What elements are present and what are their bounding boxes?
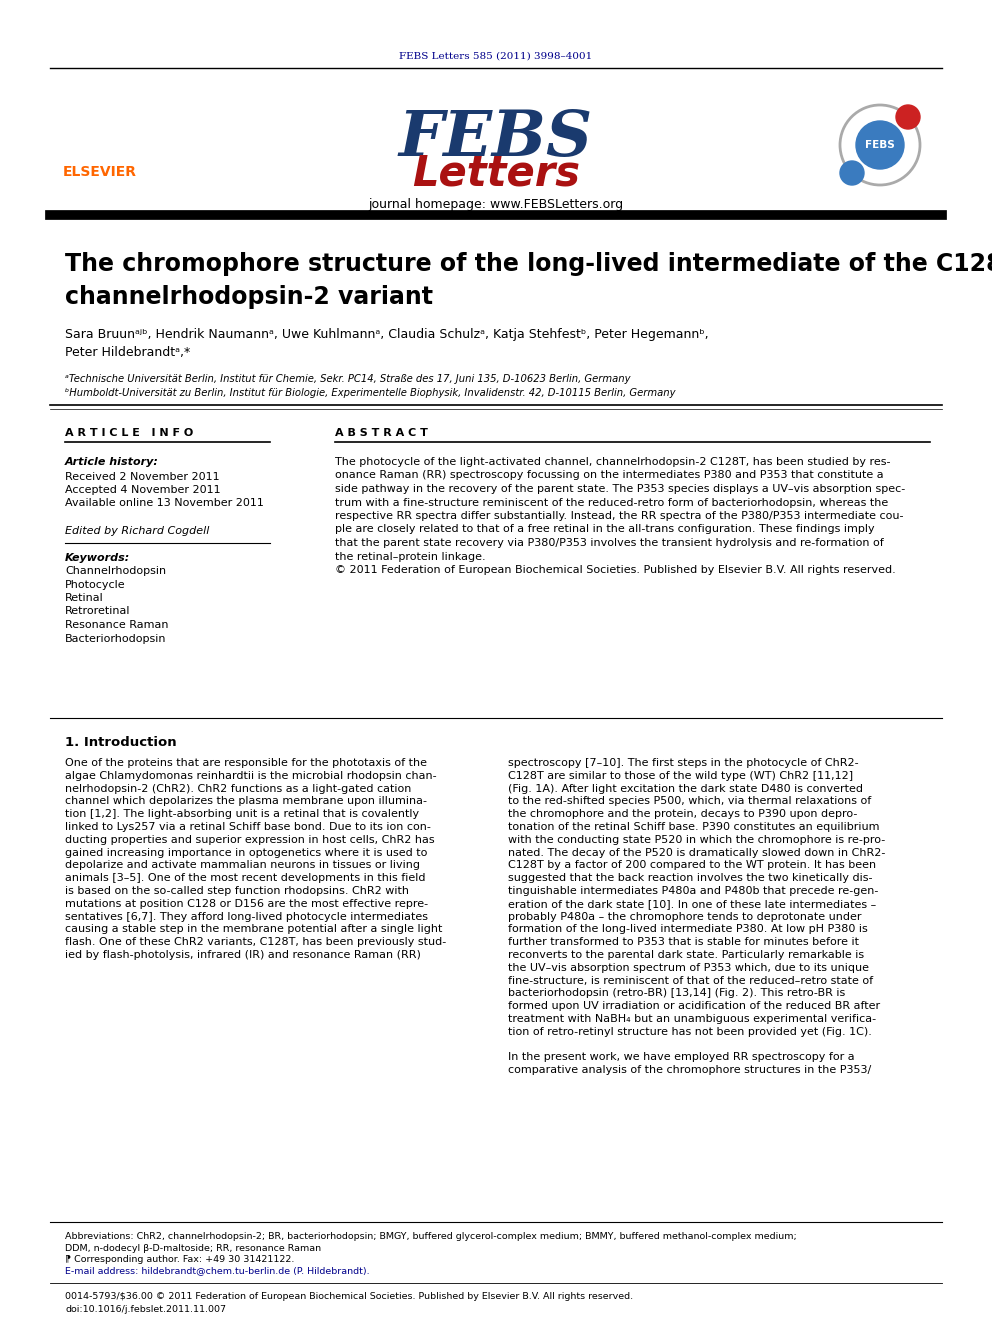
Text: 0014-5793/$36.00 © 2011 Federation of European Biochemical Societies. Published : 0014-5793/$36.00 © 2011 Federation of Eu… <box>65 1293 633 1301</box>
Text: Bacteriorhodopsin: Bacteriorhodopsin <box>65 634 167 643</box>
Circle shape <box>840 161 864 185</box>
Text: ᵃTechnische Universität Berlin, Institut für Chemie, Sekr. PC14, Straße des 17, : ᵃTechnische Universität Berlin, Institut… <box>65 374 631 384</box>
Text: (Fig. 1A). After light excitation the dark state D480 is converted: (Fig. 1A). After light excitation the da… <box>508 783 863 794</box>
Text: to the red-shifted species P500, which, via thermal relaxations of: to the red-shifted species P500, which, … <box>508 796 871 807</box>
Text: tion of retro-retinyl structure has not been provided yet (Fig. 1C).: tion of retro-retinyl structure has not … <box>508 1027 872 1037</box>
Text: probably P480a – the chromophore tends to deprotonate under: probably P480a – the chromophore tends t… <box>508 912 861 922</box>
Text: the chromophore and the protein, decays to P390 upon depro-: the chromophore and the protein, decays … <box>508 810 857 819</box>
Text: ELSEVIER: ELSEVIER <box>63 165 137 179</box>
Text: linked to Lys257 via a retinal Schiff base bond. Due to its ion con-: linked to Lys257 via a retinal Schiff ba… <box>65 822 431 832</box>
Text: suggested that the back reaction involves the two kinetically dis-: suggested that the back reaction involve… <box>508 873 873 884</box>
Text: Sara Bruunᵃʲᵇ, Hendrik Naumannᵃ, Uwe Kuhlmannᵃ, Claudia Schulzᵃ, Katja Stehfestᵇ: Sara Bruunᵃʲᵇ, Hendrik Naumannᵃ, Uwe Kuh… <box>65 328 708 341</box>
Text: C128T are similar to those of the wild type (WT) ChR2 [11,12]: C128T are similar to those of the wild t… <box>508 771 853 781</box>
Text: DDM, n-dodecyl β-D-maltoside; RR, resonance Raman: DDM, n-dodecyl β-D-maltoside; RR, resona… <box>65 1244 321 1253</box>
Text: Channelrhodopsin: Channelrhodopsin <box>65 566 166 576</box>
Text: algae Chlamydomonas reinhardtii is the microbial rhodopsin chan-: algae Chlamydomonas reinhardtii is the m… <box>65 771 436 781</box>
Text: the retinal–protein linkage.: the retinal–protein linkage. <box>335 552 486 561</box>
Text: Keywords:: Keywords: <box>65 553 130 564</box>
Text: channel which depolarizes the plasma membrane upon illumina-: channel which depolarizes the plasma mem… <box>65 796 427 807</box>
Text: nelrhodopsin-2 (ChR2). ChR2 functions as a light-gated cation: nelrhodopsin-2 (ChR2). ChR2 functions as… <box>65 783 412 794</box>
Text: sentatives [6,7]. They afford long-lived photocycle intermediates: sentatives [6,7]. They afford long-lived… <box>65 912 428 922</box>
Text: trum with a fine-structure reminiscent of the reduced-retro form of bacteriorhod: trum with a fine-structure reminiscent o… <box>335 497 888 508</box>
Text: depolarize and activate mammalian neurons in tissues or living: depolarize and activate mammalian neuron… <box>65 860 420 871</box>
Text: tinguishable intermediates P480a and P480b that precede re-gen-: tinguishable intermediates P480a and P48… <box>508 886 878 896</box>
Text: Letters: Letters <box>412 152 580 194</box>
Text: E-mail address: hildebrandt@chem.tu-berlin.de (P. Hildebrandt).: E-mail address: hildebrandt@chem.tu-berl… <box>65 1266 370 1275</box>
Text: mutations at position C128 or D156 are the most effective repre-: mutations at position C128 or D156 are t… <box>65 898 429 909</box>
Text: doi:10.1016/j.febslet.2011.11.007: doi:10.1016/j.febslet.2011.11.007 <box>65 1304 226 1314</box>
Text: bacteriorhodopsin (retro-BR) [13,14] (Fig. 2). This retro-BR is: bacteriorhodopsin (retro-BR) [13,14] (Fi… <box>508 988 845 999</box>
Text: ied by flash-photolysis, infrared (IR) and resonance Raman (RR): ied by flash-photolysis, infrared (IR) a… <box>65 950 421 960</box>
Circle shape <box>896 105 920 130</box>
Text: that the parent state recovery via P380/P353 involves the transient hydrolysis a: that the parent state recovery via P380/… <box>335 538 884 548</box>
Text: Accepted 4 November 2011: Accepted 4 November 2011 <box>65 486 220 495</box>
Text: nated. The decay of the P520 is dramatically slowed down in ChR2-: nated. The decay of the P520 is dramatic… <box>508 848 886 857</box>
Text: Photocycle: Photocycle <box>65 579 126 590</box>
Text: further transformed to P353 that is stable for minutes before it: further transformed to P353 that is stab… <box>508 937 859 947</box>
Text: Received 2 November 2011: Received 2 November 2011 <box>65 472 219 482</box>
Text: FEBS: FEBS <box>865 140 895 149</box>
Text: journal homepage: www.FEBSLetters.org: journal homepage: www.FEBSLetters.org <box>368 198 624 210</box>
Text: Retroretinal: Retroretinal <box>65 606 131 617</box>
Text: the UV–vis absorption spectrum of P353 which, due to its unique: the UV–vis absorption spectrum of P353 w… <box>508 963 869 972</box>
Text: Available online 13 November 2011: Available online 13 November 2011 <box>65 497 264 508</box>
Text: tion [1,2]. The light-absorbing unit is a retinal that is covalently: tion [1,2]. The light-absorbing unit is … <box>65 810 420 819</box>
Text: reconverts to the parental dark state. Particularly remarkable is: reconverts to the parental dark state. P… <box>508 950 864 960</box>
Text: Retinal: Retinal <box>65 593 104 603</box>
Text: eration of the dark state [10]. In one of these late intermediates –: eration of the dark state [10]. In one o… <box>508 898 876 909</box>
Text: tonation of the retinal Schiff base. P390 constitutes an equilibrium: tonation of the retinal Schiff base. P39… <box>508 822 880 832</box>
Text: formed upon UV irradiation or acidification of the reduced BR after: formed upon UV irradiation or acidificat… <box>508 1002 880 1011</box>
Text: ⁋ Corresponding author. Fax: +49 30 31421122.: ⁋ Corresponding author. Fax: +49 30 3142… <box>65 1256 295 1263</box>
Text: comparative analysis of the chromophore structures in the P353/: comparative analysis of the chromophore … <box>508 1065 871 1076</box>
Text: A R T I C L E   I N F O: A R T I C L E I N F O <box>65 429 193 438</box>
Text: © 2011 Federation of European Biochemical Societies. Published by Elsevier B.V. : © 2011 Federation of European Biochemica… <box>335 565 896 576</box>
Text: formation of the long-lived intermediate P380. At low pH P380 is: formation of the long-lived intermediate… <box>508 925 868 934</box>
Text: channelrhodopsin-2 variant: channelrhodopsin-2 variant <box>65 284 433 310</box>
Text: ᵇHumboldt-Universität zu Berlin, Institut für Biologie, Experimentelle Biophysik: ᵇHumboldt-Universität zu Berlin, Institu… <box>65 388 676 398</box>
Text: gained increasing importance in optogenetics where it is used to: gained increasing importance in optogene… <box>65 848 428 857</box>
Text: side pathway in the recovery of the parent state. The P353 species displays a UV: side pathway in the recovery of the pare… <box>335 484 906 493</box>
Text: Edited by Richard Cogdell: Edited by Richard Cogdell <box>65 527 209 536</box>
Text: In the present work, we have employed RR spectroscopy for a: In the present work, we have employed RR… <box>508 1052 855 1062</box>
Text: Resonance Raman: Resonance Raman <box>65 620 169 630</box>
Text: FEBS Letters 585 (2011) 3998–4001: FEBS Letters 585 (2011) 3998–4001 <box>400 52 592 61</box>
Text: flash. One of these ChR2 variants, C128T, has been previously stud-: flash. One of these ChR2 variants, C128T… <box>65 937 446 947</box>
Text: Peter Hildebrandtᵃ,*: Peter Hildebrandtᵃ,* <box>65 347 190 359</box>
Text: respective RR spectra differ substantially. Instead, the RR spectra of the P380/: respective RR spectra differ substantial… <box>335 511 904 521</box>
Text: animals [3–5]. One of the most recent developments in this field: animals [3–5]. One of the most recent de… <box>65 873 426 884</box>
Text: is based on the so-called step function rhodopsins. ChR2 with: is based on the so-called step function … <box>65 886 409 896</box>
Text: One of the proteins that are responsible for the phototaxis of the: One of the proteins that are responsible… <box>65 758 427 767</box>
Text: ducting properties and superior expression in host cells, ChR2 has: ducting properties and superior expressi… <box>65 835 434 845</box>
Text: spectroscopy [7–10]. The first steps in the photocycle of ChR2-: spectroscopy [7–10]. The first steps in … <box>508 758 859 767</box>
Text: C128T by a factor of 200 compared to the WT protein. It has been: C128T by a factor of 200 compared to the… <box>508 860 876 871</box>
Text: The photocycle of the light-activated channel, channelrhodopsin-2 C128T, has bee: The photocycle of the light-activated ch… <box>335 456 891 467</box>
Text: FEBS: FEBS <box>399 108 593 169</box>
Text: onance Raman (RR) spectroscopy focussing on the intermediates P380 and P353 that: onance Raman (RR) spectroscopy focussing… <box>335 471 884 480</box>
Text: ple are closely related to that of a free retinal in the all-trans configuration: ple are closely related to that of a fre… <box>335 524 875 534</box>
Text: A B S T R A C T: A B S T R A C T <box>335 429 428 438</box>
Text: fine-structure, is reminiscent of that of the reduced–retro state of: fine-structure, is reminiscent of that o… <box>508 975 873 986</box>
Text: causing a stable step in the membrane potential after a single light: causing a stable step in the membrane po… <box>65 925 442 934</box>
Text: The chromophore structure of the long-lived intermediate of the C128T: The chromophore structure of the long-li… <box>65 251 992 277</box>
Text: treatment with NaBH₄ but an unambiguous experimental verifica-: treatment with NaBH₄ but an unambiguous … <box>508 1013 876 1024</box>
Text: 1. Introduction: 1. Introduction <box>65 736 177 749</box>
Text: with the conducting state P520 in which the chromophore is re-pro-: with the conducting state P520 in which … <box>508 835 885 845</box>
Text: Article history:: Article history: <box>65 456 159 467</box>
Circle shape <box>856 120 904 169</box>
Text: Abbreviations: ChR2, channelrhodopsin-2; BR, bacteriorhodopsin; BMGY, buffered g: Abbreviations: ChR2, channelrhodopsin-2;… <box>65 1232 797 1241</box>
